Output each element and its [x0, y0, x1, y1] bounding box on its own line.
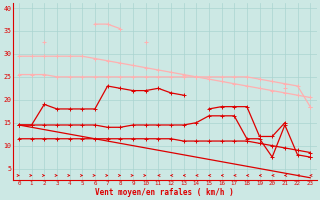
X-axis label: Vent moyen/en rafales ( km/h ): Vent moyen/en rafales ( km/h ) — [95, 188, 234, 197]
